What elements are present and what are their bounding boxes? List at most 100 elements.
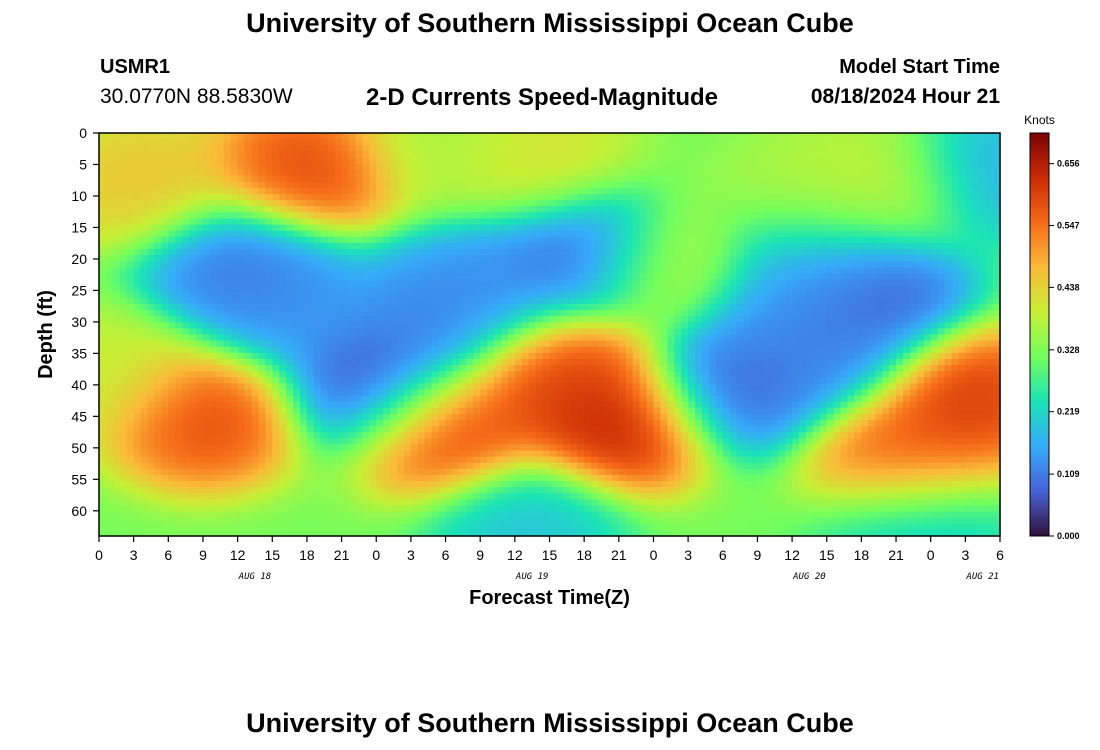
heatmap-cell (965, 181, 973, 189)
heatmap-cell (937, 358, 946, 366)
heatmap-cell (521, 279, 530, 287)
heatmap-cell (722, 163, 731, 171)
heatmap-cell (660, 346, 668, 354)
heatmap-cell (521, 242, 530, 250)
heatmap-cell (355, 261, 363, 268)
heatmap-cell (722, 340, 731, 348)
heatmap-cell (951, 297, 960, 305)
heatmap-cell (667, 279, 675, 287)
heatmap-cell (362, 157, 370, 165)
heatmap-cell (369, 212, 377, 220)
heatmap-cell (993, 133, 1001, 140)
heatmap-cell (480, 133, 488, 140)
heatmap-cell (279, 200, 287, 207)
heatmap-cell (216, 285, 225, 293)
heatmap-cell (764, 285, 772, 293)
heatmap-cell (397, 358, 405, 366)
heatmap-cell (695, 358, 703, 366)
heatmap-cell (757, 303, 765, 311)
heatmap-cell (466, 285, 474, 293)
heatmap-cell (119, 224, 128, 232)
heatmap-cell (362, 163, 370, 171)
heatmap-cell (653, 218, 661, 226)
heatmap-cell (272, 169, 280, 177)
heatmap-cell (500, 303, 509, 311)
heatmap-cell (771, 139, 779, 146)
heatmap-cell (230, 346, 239, 354)
heatmap-cell (625, 163, 634, 171)
heatmap-cell (549, 145, 558, 152)
heatmap-cell (410, 273, 419, 281)
heatmap-cell (882, 261, 890, 268)
heatmap-cell (244, 322, 253, 329)
heatmap-cell (591, 187, 599, 195)
heatmap-cell (258, 181, 266, 189)
heatmap-cell (480, 279, 488, 287)
heatmap-cell (549, 236, 558, 244)
heatmap-cell (688, 236, 696, 244)
heatmap-cell (466, 261, 474, 268)
heatmap-cell (868, 194, 876, 201)
heatmap-cell (348, 230, 357, 238)
heatmap-cell (410, 151, 419, 159)
heatmap-cell (722, 212, 731, 220)
heatmap-cell (764, 267, 772, 275)
heatmap-cell (972, 267, 980, 275)
heatmap-cell (293, 224, 301, 232)
heatmap-cell (847, 328, 856, 336)
heatmap-cell (715, 236, 724, 244)
heatmap-cell (889, 340, 897, 348)
heatmap-cell (951, 139, 960, 146)
heatmap-cell (701, 358, 710, 366)
heatmap-cell (265, 310, 273, 317)
heatmap-cell (244, 303, 253, 311)
heatmap-cell (500, 218, 509, 226)
heatmap-cell (459, 230, 467, 238)
heatmap-cell (722, 261, 731, 268)
heatmap-cell (812, 224, 821, 232)
heatmap-cell (577, 157, 585, 165)
heatmap-cell (958, 224, 966, 232)
heatmap-cell (736, 303, 745, 311)
heatmap-cell (979, 285, 987, 293)
heatmap-cell (695, 346, 703, 354)
heatmap-cell (452, 310, 460, 317)
heatmap-cell (625, 255, 634, 262)
heatmap-cell (556, 181, 564, 189)
heatmap-cell (993, 328, 1001, 336)
heatmap-cell (237, 151, 246, 159)
heatmap-cell (452, 285, 460, 293)
heatmap-cell (604, 261, 613, 268)
heatmap-cell (445, 181, 454, 189)
heatmap-cell (355, 151, 363, 159)
heatmap-cell (286, 352, 294, 360)
heatmap-cell (514, 236, 523, 244)
heatmap-cell (417, 285, 426, 293)
heatmap-cell (535, 261, 544, 268)
heatmap-cell (639, 273, 648, 281)
heatmap-cell (819, 261, 828, 268)
heatmap-cell (133, 255, 142, 262)
heatmap-cell (355, 328, 363, 336)
heatmap-cell (785, 212, 793, 220)
heatmap-cell (695, 249, 703, 256)
heatmap-cell (902, 316, 911, 323)
heatmap-cell (383, 328, 391, 336)
heatmap-cell (653, 157, 661, 165)
heatmap-cell (639, 194, 648, 201)
heatmap-cell (383, 340, 391, 348)
heatmap-cell (577, 255, 585, 262)
heatmap-cell (778, 249, 786, 256)
heatmap-cell (410, 187, 419, 195)
heatmap-cell (473, 316, 481, 323)
heatmap-cell (105, 365, 114, 372)
heatmap-cell (750, 340, 759, 348)
heatmap-cell (244, 145, 253, 152)
heatmap-cell (397, 297, 405, 305)
heatmap-cell (168, 242, 176, 250)
heatmap-cell (556, 218, 564, 226)
heatmap-cell (410, 303, 419, 311)
heatmap-cell (840, 218, 849, 226)
heatmap-cell (778, 206, 786, 213)
heatmap-cell (833, 249, 842, 256)
